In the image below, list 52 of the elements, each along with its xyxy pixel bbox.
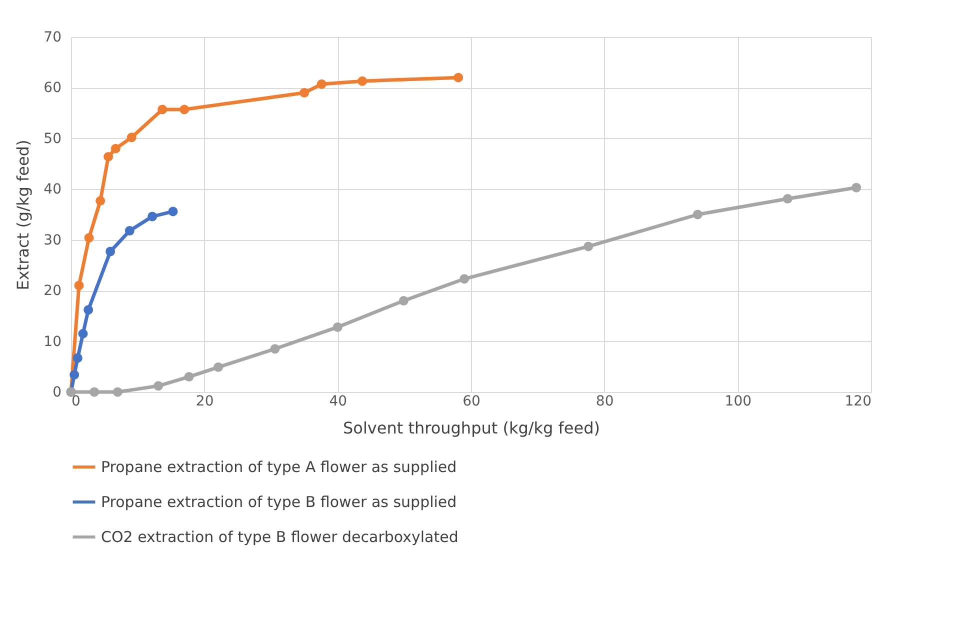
point: [84, 305, 94, 315]
point: [214, 362, 224, 372]
legend-label: Propane extraction of type B flower as supplied: [101, 493, 457, 511]
point: [168, 206, 178, 216]
point: [78, 328, 88, 338]
point: [270, 344, 280, 354]
x-tick-label: 80: [596, 394, 614, 410]
point: [692, 210, 702, 220]
point: [104, 152, 114, 162]
x-tick-label: 40: [329, 394, 348, 410]
legend-label: CO2 extraction of type B flower decarboxylated: [101, 528, 458, 546]
point: [398, 296, 408, 306]
y-tick-label: 20: [44, 283, 62, 300]
point: [70, 370, 80, 380]
x-axis-title: Solvent throughput (kg/kg feed): [342, 418, 600, 438]
point: [74, 280, 84, 290]
x-tick-label: 0: [72, 394, 80, 410]
x-tick-label: 100: [724, 394, 752, 410]
point: [84, 233, 94, 243]
point: [72, 353, 82, 363]
point: [332, 322, 342, 332]
point: [460, 274, 470, 284]
point: [316, 79, 326, 89]
point: [852, 182, 862, 192]
y-tick-label: 40: [44, 182, 62, 198]
point: [148, 212, 158, 222]
y-tick-label: 30: [44, 232, 62, 248]
point: [96, 196, 106, 206]
y-tick-label: 10: [44, 334, 62, 350]
point: [124, 226, 134, 236]
point: [126, 132, 136, 142]
y-tick-label: 60: [44, 80, 62, 96]
point: [358, 76, 368, 86]
point: [90, 387, 100, 397]
y-tick-label: 70: [44, 30, 62, 46]
x-tick-label: 120: [844, 394, 872, 410]
point: [184, 372, 194, 382]
y-axis-title: Extract (g/kg feed): [14, 140, 33, 290]
point: [110, 144, 120, 154]
x-tick-label: 20: [196, 394, 214, 410]
legend-label: Propane extraction of type A flower as supplied: [101, 458, 457, 476]
point: [112, 387, 122, 397]
point: [782, 194, 792, 204]
x-tick-label: 60: [462, 394, 480, 410]
y-tick-label: 50: [44, 130, 62, 147]
point: [154, 381, 164, 391]
point: [158, 104, 168, 114]
point: [106, 246, 116, 256]
point: [300, 88, 310, 98]
point: [584, 242, 594, 252]
point: [454, 72, 464, 82]
point: [180, 104, 190, 114]
